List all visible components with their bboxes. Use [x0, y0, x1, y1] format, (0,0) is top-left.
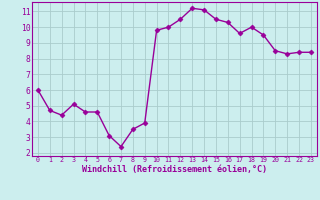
X-axis label: Windchill (Refroidissement éolien,°C): Windchill (Refroidissement éolien,°C) [82, 165, 267, 174]
